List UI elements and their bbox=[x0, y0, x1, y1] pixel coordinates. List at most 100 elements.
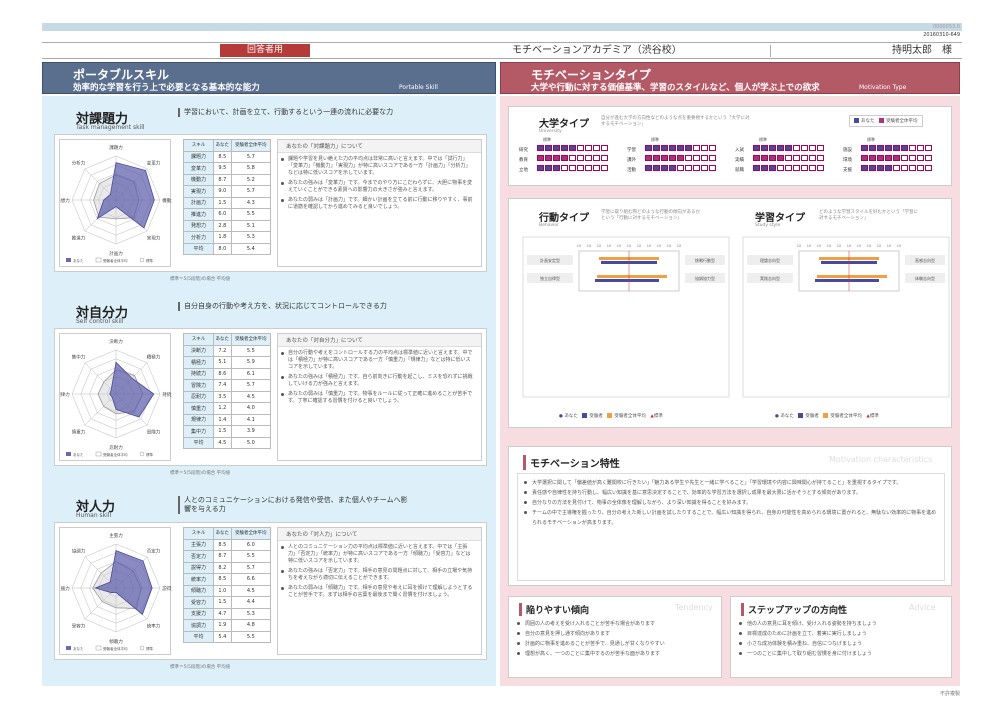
grid-row bbox=[645, 155, 716, 161]
motivation-characteristics-card: モチベーション特性 Motivation characteristics 大学選… bbox=[508, 446, 952, 586]
type-chart-tick: 10 bbox=[587, 244, 591, 248]
study-legend: ● あなた 受験者 受験者全体平均 ▲標準 bbox=[775, 413, 879, 419]
radar-axis-label: 変革力 bbox=[147, 160, 161, 167]
university-type-desc: 自分が進む大学の方向性などのような点を重要視するかという「大学に対するモチベーシ… bbox=[601, 116, 750, 127]
header-skill: スキル bbox=[183, 527, 214, 540]
type-chart-tick: 10 bbox=[647, 244, 651, 248]
tendency-list: 周囲の人の考えを受け入れることが苦手な場合があります 自分の意見を押し通す傾向があ… bbox=[515, 619, 717, 659]
behavior-study-card: 行動タイプ Behavior 学習に取り組む際どのような行動の傾向があるかという… bbox=[508, 198, 952, 428]
skill-comment: あなたの強みは「積極力」です。自ら前向きに行動を起こし、ミスを恐れずに挑戦してい… bbox=[278, 371, 481, 388]
grid-row bbox=[753, 155, 824, 161]
motivation-type-title: モチベーションタイプ bbox=[531, 68, 651, 82]
skill-card: 主張力否定力説得力統率力傾聴力受容力支援力協調力あなた受験者全体平均標準スキルあ… bbox=[54, 522, 487, 660]
skill-comment: 人とのコミュニケーション力の平均点は標準値に近いと言えます。中では「主張力」「否… bbox=[278, 541, 481, 565]
right-label-2-text: 体験志向型 bbox=[915, 275, 935, 281]
comment-head: あなたの「対課題力」について bbox=[278, 140, 481, 153]
bar-avg-2 bbox=[817, 275, 887, 278]
skill-table: スキル あなた 受験者全体平均 決断力 7.2 5.5 積極力 5.1 5.9 持続力 8.6 6.1… bbox=[183, 333, 272, 449]
skill-row: 積極力 5.1 5.9 bbox=[183, 356, 272, 369]
motivation-list: 大学選択に関して「偏差値が高く難関校に行きたい」「魅力ある学生や先生と一緒に学べ… bbox=[517, 473, 945, 581]
skill-row: 規律力 1.4 4.1 bbox=[183, 413, 272, 426]
type-chart-tick: 10 bbox=[657, 244, 661, 248]
radar-axis-label: 否定力 bbox=[147, 548, 161, 555]
skill-row: 分析力 1.8 5.3 bbox=[183, 231, 272, 244]
skill-row: 推進力 6.0 5.5 bbox=[183, 208, 272, 221]
section-subtitle: Human skill bbox=[76, 512, 112, 519]
type-chart-tick: 10 bbox=[577, 244, 581, 248]
type-chart-tick: 10 bbox=[597, 244, 601, 248]
grid-top-label: 標準 bbox=[867, 137, 875, 142]
section-subtitle: Task management skill bbox=[76, 124, 145, 131]
report-date: 20160310-649 bbox=[923, 32, 960, 38]
type-chart-tick: 10 bbox=[857, 244, 861, 248]
header-skill: スキル bbox=[183, 333, 214, 346]
left-label-1 bbox=[527, 255, 573, 265]
left-label-1 bbox=[747, 255, 793, 265]
radar-axis-label: 計画力 bbox=[109, 250, 123, 257]
footer-note: 不許複製 bbox=[939, 691, 960, 697]
skill-table: スキル あなた 受験者全体平均 課題力 8.5 5.7 変革力 9.5 5.8 機動力 8.7 5.2… bbox=[183, 139, 272, 255]
legend-you: あなた bbox=[73, 452, 84, 457]
grid-top-label: 標準 bbox=[651, 137, 659, 142]
table-note: 標準＝5(5段階)の場合 平均値 bbox=[170, 277, 231, 282]
grid-row bbox=[645, 145, 716, 151]
grid-row-label: 研究 bbox=[519, 148, 528, 153]
university-type-en: University bbox=[539, 129, 562, 134]
top-bar bbox=[42, 23, 962, 31]
university-legend: あなた 受験者全体平均 bbox=[849, 115, 923, 127]
skill-row: 傾聴力 1.0 4.5 bbox=[183, 584, 272, 597]
list-item: 自分の意見を押し通す傾向があります bbox=[515, 629, 717, 639]
left-label-1-text: 計画安定型 bbox=[540, 257, 560, 263]
skill-row: 決断力 7.2 5.5 bbox=[183, 344, 272, 357]
grid-row-label: 教育 bbox=[519, 158, 528, 163]
grid-row-label: 立地 bbox=[519, 168, 528, 173]
student-name: 持明太郎 様 bbox=[892, 45, 952, 56]
grid-row bbox=[537, 155, 608, 161]
grid-row bbox=[537, 165, 608, 171]
section-description: 自分自身の行動や考え方を、状況に応じてコントロールできる力 bbox=[178, 302, 408, 311]
right-label-1-text: 挑戦行動型 bbox=[695, 257, 715, 263]
university-type-card: 大学タイプ University 自分が進む大学の方向性などのような点を重要視す… bbox=[508, 106, 952, 186]
tendency-card: 陥りやすい傾向 Tendency 周囲の人の考えを受け入れることが苦手な場合があ… bbox=[508, 596, 722, 678]
grid-row bbox=[861, 165, 932, 171]
type-chart-tick: 10 bbox=[897, 244, 901, 248]
radar-axis-label: 持続力 bbox=[162, 391, 172, 398]
grid-row-label: 環境 bbox=[843, 158, 852, 163]
right-label-2 bbox=[685, 273, 725, 283]
grid-top-label: 標準 bbox=[543, 137, 551, 142]
legend-avg: 受験者全体平均 bbox=[103, 646, 128, 651]
list-item: 計画的に物事を進めることが苦手で、見通しが甘くなりやすい bbox=[515, 639, 717, 649]
tendency-title: 陥りやすい傾向 bbox=[519, 603, 589, 616]
radar-axis-label: 課題力 bbox=[109, 144, 123, 151]
skill-row: 忍耐力 3.5 4.5 bbox=[183, 390, 272, 403]
radar-axis-label: 説得力 bbox=[162, 585, 172, 592]
portable-skill-subtitle: 効率的な学習を行う上で必要となる基本的な能力 bbox=[73, 83, 260, 93]
list-item: 理想が高く、一つのことに集中するのが苦手な面があります bbox=[515, 649, 717, 659]
skill-comment: あなたの弱みは「慎重力」です。物事をルールに従って正確に進めることが苦手です。丁… bbox=[278, 388, 481, 405]
header-you: あなた bbox=[213, 527, 232, 540]
advice-list: 他の人の意見に耳を傾け、受け入れる姿勢を持ちましょう 目標達成のために計画を立て、… bbox=[737, 619, 947, 659]
header-skill: スキル bbox=[183, 139, 214, 152]
list-item: 一つのことに集中して取り組む習慣を身に付けましょう bbox=[737, 649, 947, 659]
legend-avg: 受験者全体平均 bbox=[103, 452, 128, 457]
grid-row-label: 支援 bbox=[843, 168, 852, 173]
skill-comment: あなたの強みは「否定力」です。相手の意見の問題点に対して、相手の立場や気持ちを考… bbox=[278, 565, 481, 582]
skill-row: 冒険力 7.4 5.7 bbox=[183, 379, 272, 392]
motivation-type-subtitle: 大学や行動に対する価値基準、学習のスタイルなど、個人が学ぶ上での欲求 bbox=[531, 83, 820, 93]
skill-row: 否定力 8.7 5.5 bbox=[183, 550, 272, 563]
radar-axis-label: 実現力 bbox=[147, 234, 161, 241]
header-avg: 受験者全体平均 bbox=[230, 333, 272, 346]
school-name: モチベーションアカデミア（渋谷校） bbox=[512, 45, 682, 56]
motivation-characteristics-en: Motivation characteristics bbox=[829, 455, 933, 464]
section-title: 対人力 bbox=[76, 500, 116, 515]
table-note: 標準＝5(5段階)の場合 平均値 bbox=[170, 665, 231, 670]
portable-skill-banner: ポータブルスキル 効率的な学習を行う上で必要となる基本的な能力 Portable… bbox=[42, 62, 496, 94]
header-you: あなた bbox=[213, 139, 232, 152]
behavior-type-title: 行動タイプ bbox=[539, 213, 589, 224]
advice-en: Advice bbox=[909, 603, 936, 612]
radar-series bbox=[94, 550, 153, 616]
radar-series bbox=[109, 361, 155, 418]
